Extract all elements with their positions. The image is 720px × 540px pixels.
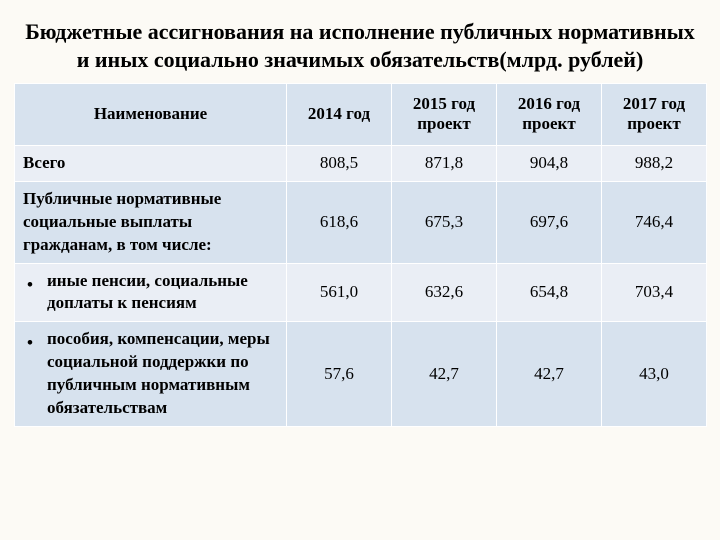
cell-value: 746,4 (602, 181, 707, 263)
cell-value: 871,8 (392, 145, 497, 181)
col-header-2017: 2017 год проект (602, 84, 707, 146)
slide-title: Бюджетные ассигнования на исполнение пуб… (24, 18, 696, 73)
cell-value: 42,7 (392, 322, 497, 427)
cell-value: 675,3 (392, 181, 497, 263)
cell-value: 988,2 (602, 145, 707, 181)
col-header-2014: 2014 год (287, 84, 392, 146)
table-row: • пособия, компенсации, меры социальной … (15, 322, 707, 427)
col-header-2016: 2016 год проект (497, 84, 602, 146)
cell-value: 703,4 (602, 263, 707, 322)
cell-value: 618,6 (287, 181, 392, 263)
cell-value: 632,6 (392, 263, 497, 322)
table-row: Публичные нормативные социальные выплаты… (15, 181, 707, 263)
slide: Бюджетные ассигнования на исполнение пуб… (0, 0, 720, 540)
row-name: Публичные нормативные социальные выплаты… (15, 181, 287, 263)
table-row: • иные пенсии, социальные доплаты к пенс… (15, 263, 707, 322)
cell-value: 697,6 (497, 181, 602, 263)
row-name-bullet: • иные пенсии, социальные доплаты к пенс… (15, 263, 287, 322)
bullet-icon: • (27, 274, 33, 297)
row-name: Всего (15, 145, 287, 181)
cell-value: 808,5 (287, 145, 392, 181)
budget-table: Наименование 2014 год 2015 год проект 20… (14, 83, 707, 427)
cell-value: 57,6 (287, 322, 392, 427)
row-name-bullet: • пособия, компенсации, меры социальной … (15, 322, 287, 427)
bullet-icon: • (27, 332, 33, 355)
cell-value: 43,0 (602, 322, 707, 427)
row-name-text: пособия, компенсации, меры социальной по… (25, 328, 278, 420)
cell-value: 42,7 (497, 322, 602, 427)
cell-value: 904,8 (497, 145, 602, 181)
col-header-name: Наименование (15, 84, 287, 146)
table-header-row: Наименование 2014 год 2015 год проект 20… (15, 84, 707, 146)
row-name-text: иные пенсии, социальные доплаты к пенсия… (25, 270, 278, 316)
table-row: Всего 808,5 871,8 904,8 988,2 (15, 145, 707, 181)
cell-value: 654,8 (497, 263, 602, 322)
cell-value: 561,0 (287, 263, 392, 322)
col-header-2015: 2015 год проект (392, 84, 497, 146)
